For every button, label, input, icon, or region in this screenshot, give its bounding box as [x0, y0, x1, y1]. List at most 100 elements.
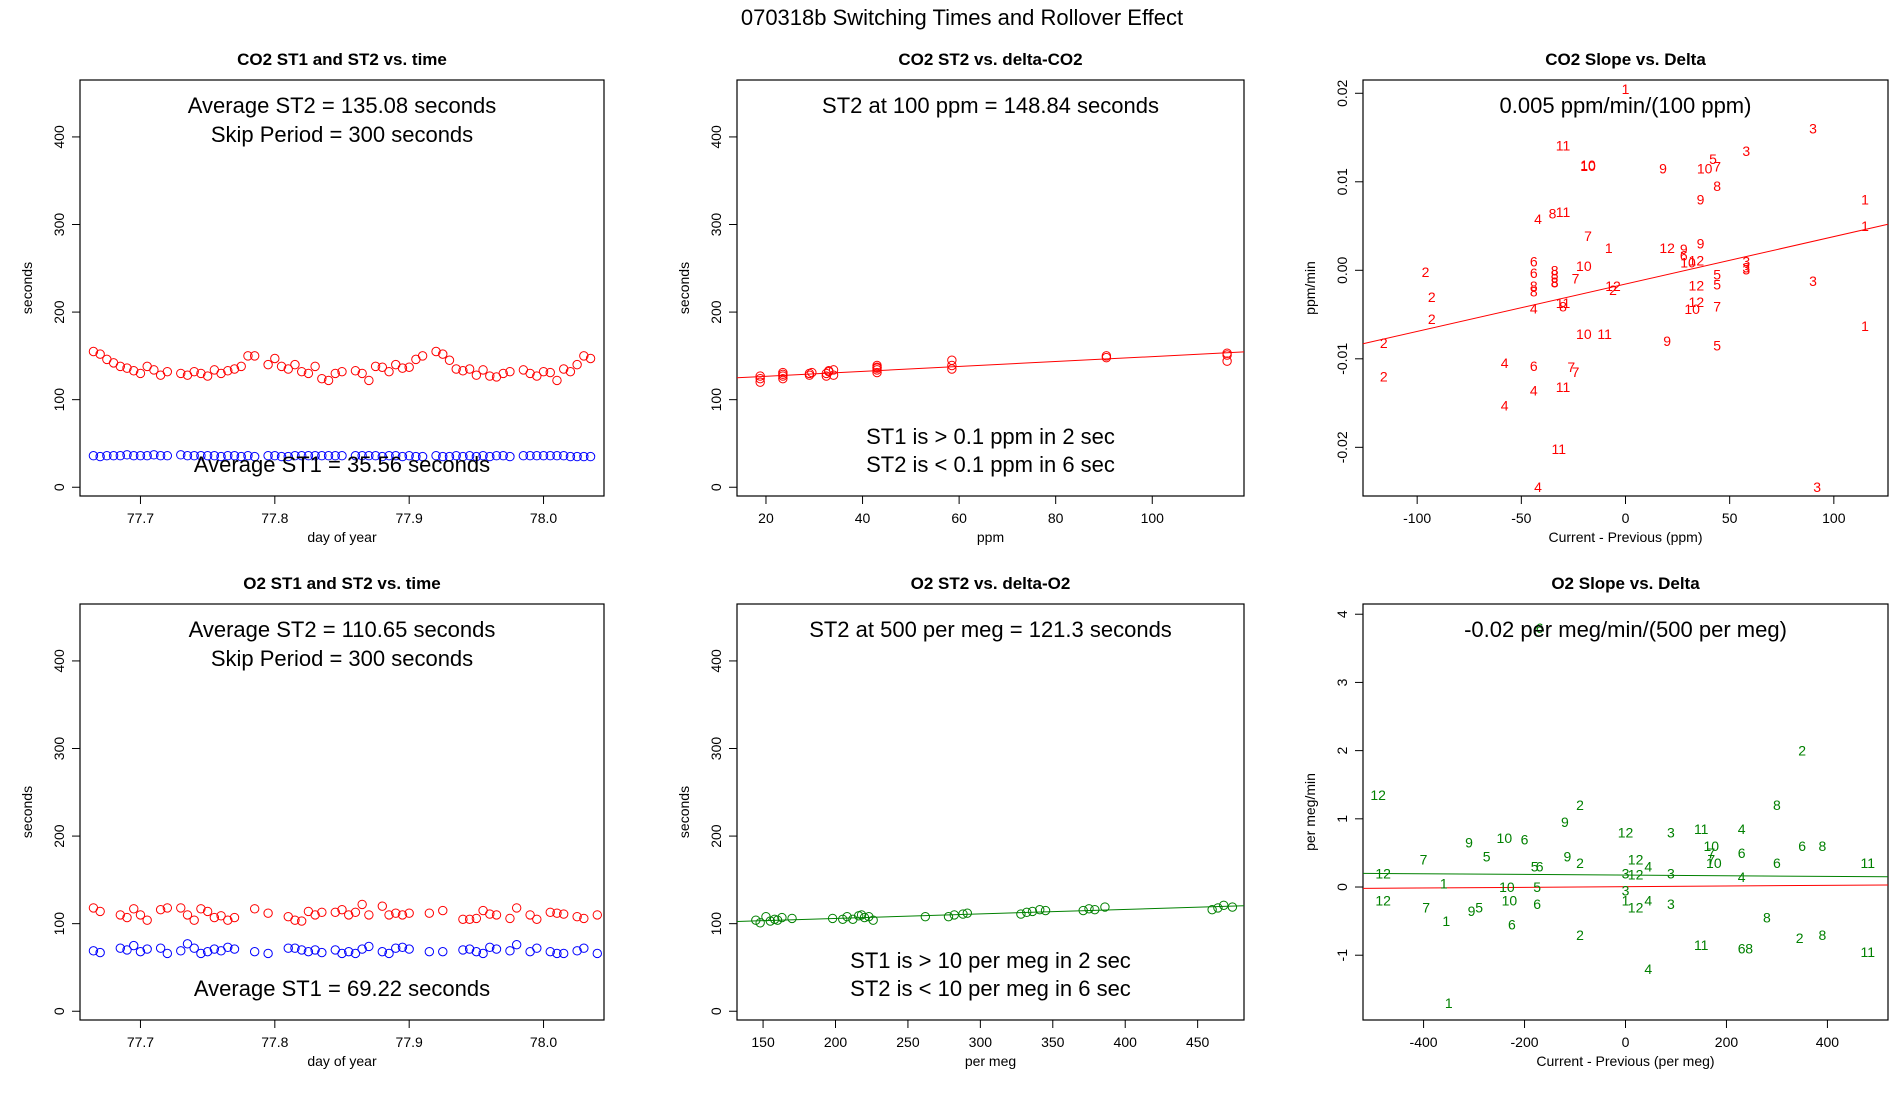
x-tick-label: -100	[1403, 510, 1431, 526]
data-point-st1	[485, 942, 495, 953]
x-tick-label: 0	[1622, 1034, 1630, 1050]
data-point-label: 9	[1697, 191, 1705, 207]
data-point-st2	[155, 904, 166, 915]
data-point-label: 9	[1663, 333, 1671, 349]
data-point-st2	[842, 911, 852, 922]
data-point-label: 11	[1552, 441, 1567, 457]
data-point-st2	[229, 912, 240, 923]
data-point-label: 4	[1644, 859, 1652, 875]
data-point-label: 10	[1697, 161, 1713, 177]
data-point-st2	[135, 910, 146, 920]
data-point-st1	[229, 451, 240, 461]
data-point-label: 2	[1576, 797, 1584, 813]
data-point-label: 5	[1709, 151, 1717, 167]
data-point-label: 3	[1809, 121, 1817, 137]
data-point-st2	[115, 361, 126, 372]
data-point-st2	[357, 899, 367, 910]
data-point-st1	[511, 939, 522, 950]
data-point-label: 11	[1861, 855, 1876, 871]
y-tick-label: 3	[1334, 678, 1350, 686]
data-point-st2	[755, 371, 765, 381]
data-point-label: 11	[1694, 937, 1709, 953]
data-point-label: 2	[1380, 335, 1388, 351]
y-tick-label: 200	[708, 824, 724, 848]
data-point-st1	[384, 948, 394, 959]
data-point-st2	[249, 904, 260, 914]
plot-frame	[79, 603, 605, 1021]
data-point-label: 1	[1445, 995, 1453, 1011]
chart-o2-slope-vs-delta: O2 Slope vs. Delta-400 -200 0 200 400-101234…	[1302, 574, 1889, 1069]
data-point-st1	[202, 946, 213, 957]
data-point-label: 3	[1742, 261, 1750, 277]
data-point-st1	[357, 944, 367, 954]
data-point-st2	[417, 351, 428, 361]
data-point-st2	[755, 918, 765, 928]
data-point-st1	[209, 451, 220, 461]
data-point-st2	[1219, 900, 1229, 910]
data-point-label: 1	[1622, 81, 1630, 97]
annotation: -0.02 per meg/min/(500 per meg)	[1464, 617, 1787, 642]
data-point-label: 7	[1713, 299, 1721, 315]
data-point-st1	[303, 451, 314, 461]
data-point-st2	[377, 362, 388, 372]
data-point-st2	[397, 910, 408, 920]
data-point-st2	[202, 906, 213, 917]
x-tick-label: 250	[896, 1034, 920, 1050]
figure-title: 070318b Switching Times and Rollover Eff…	[741, 5, 1183, 30]
data-point-st2	[263, 908, 273, 918]
data-point-label: 4	[1738, 869, 1746, 885]
x-axis-label: Current - Previous (ppm)	[1548, 529, 1702, 545]
data-point-st1	[377, 451, 388, 462]
data-point-st1	[135, 451, 146, 461]
data-point-st1	[404, 944, 414, 954]
data-point-st1	[585, 451, 596, 462]
data-point-label: 8	[1773, 797, 1781, 813]
data-point-st2	[1016, 909, 1026, 919]
data-point-st1	[545, 946, 555, 957]
data-point-st2	[1035, 904, 1045, 915]
x-axis-label: day of year	[307, 1053, 377, 1069]
data-point-st1	[491, 944, 502, 954]
data-point-st2	[404, 908, 414, 918]
data-point-st1	[196, 451, 206, 461]
data-point-st1	[525, 451, 535, 461]
data-point-label: 2	[1428, 311, 1436, 327]
y-tick-label: 0.01	[1334, 168, 1350, 195]
x-tick-label: -400	[1410, 1034, 1438, 1050]
data-point-label: 6	[1508, 917, 1516, 933]
chart-o2-st1-st2-vs-time: O2 ST1 and ST2 vs. time 77.7 77.8 77.9 78.0 0…	[19, 574, 605, 1069]
data-point-label: 6	[1738, 940, 1746, 956]
data-point-label: 2	[1576, 855, 1584, 871]
data-point-st1	[498, 451, 508, 461]
x-tick-label: 350	[1041, 1034, 1065, 1050]
data-point-st1	[317, 451, 327, 461]
data-point-st2	[856, 910, 867, 920]
data-point-st2	[122, 363, 132, 373]
data-point-st2	[505, 913, 515, 924]
y-tick-label: 0.00	[1334, 256, 1350, 283]
data-point-label: 6	[1536, 859, 1544, 875]
data-point-st1	[323, 451, 334, 461]
data-point-st1	[310, 945, 320, 955]
data-point-label: 5	[1533, 879, 1541, 895]
data-point-st1	[283, 451, 293, 462]
data-point-st1	[464, 944, 475, 954]
data-point-label: 9	[1468, 903, 1476, 919]
data-point-st2	[579, 913, 589, 924]
data-point-label: 4	[1534, 479, 1542, 495]
chart-co2-st2-vs-delta: CO2 ST2 vs. delta-CO2 20 40 60 80 100 0 100 200 3…	[676, 50, 1245, 545]
data-point-st1	[424, 946, 435, 957]
data-point-st2	[1078, 905, 1088, 916]
x-tick-label: 77.8	[261, 510, 288, 526]
data-point-st2	[552, 908, 562, 918]
data-point-st2	[364, 375, 374, 386]
data-point-label: 6	[1798, 838, 1806, 854]
data-point-st1	[303, 946, 314, 957]
data-point-st1	[330, 451, 340, 461]
data-point-st1	[518, 451, 529, 461]
data-point-st1	[202, 451, 213, 461]
data-point-label: 11	[1556, 295, 1571, 311]
x-tick-label: 100	[1822, 510, 1846, 526]
data-point-st2	[552, 375, 562, 386]
annotation: Average ST2 = 135.08 seconds	[188, 93, 496, 118]
